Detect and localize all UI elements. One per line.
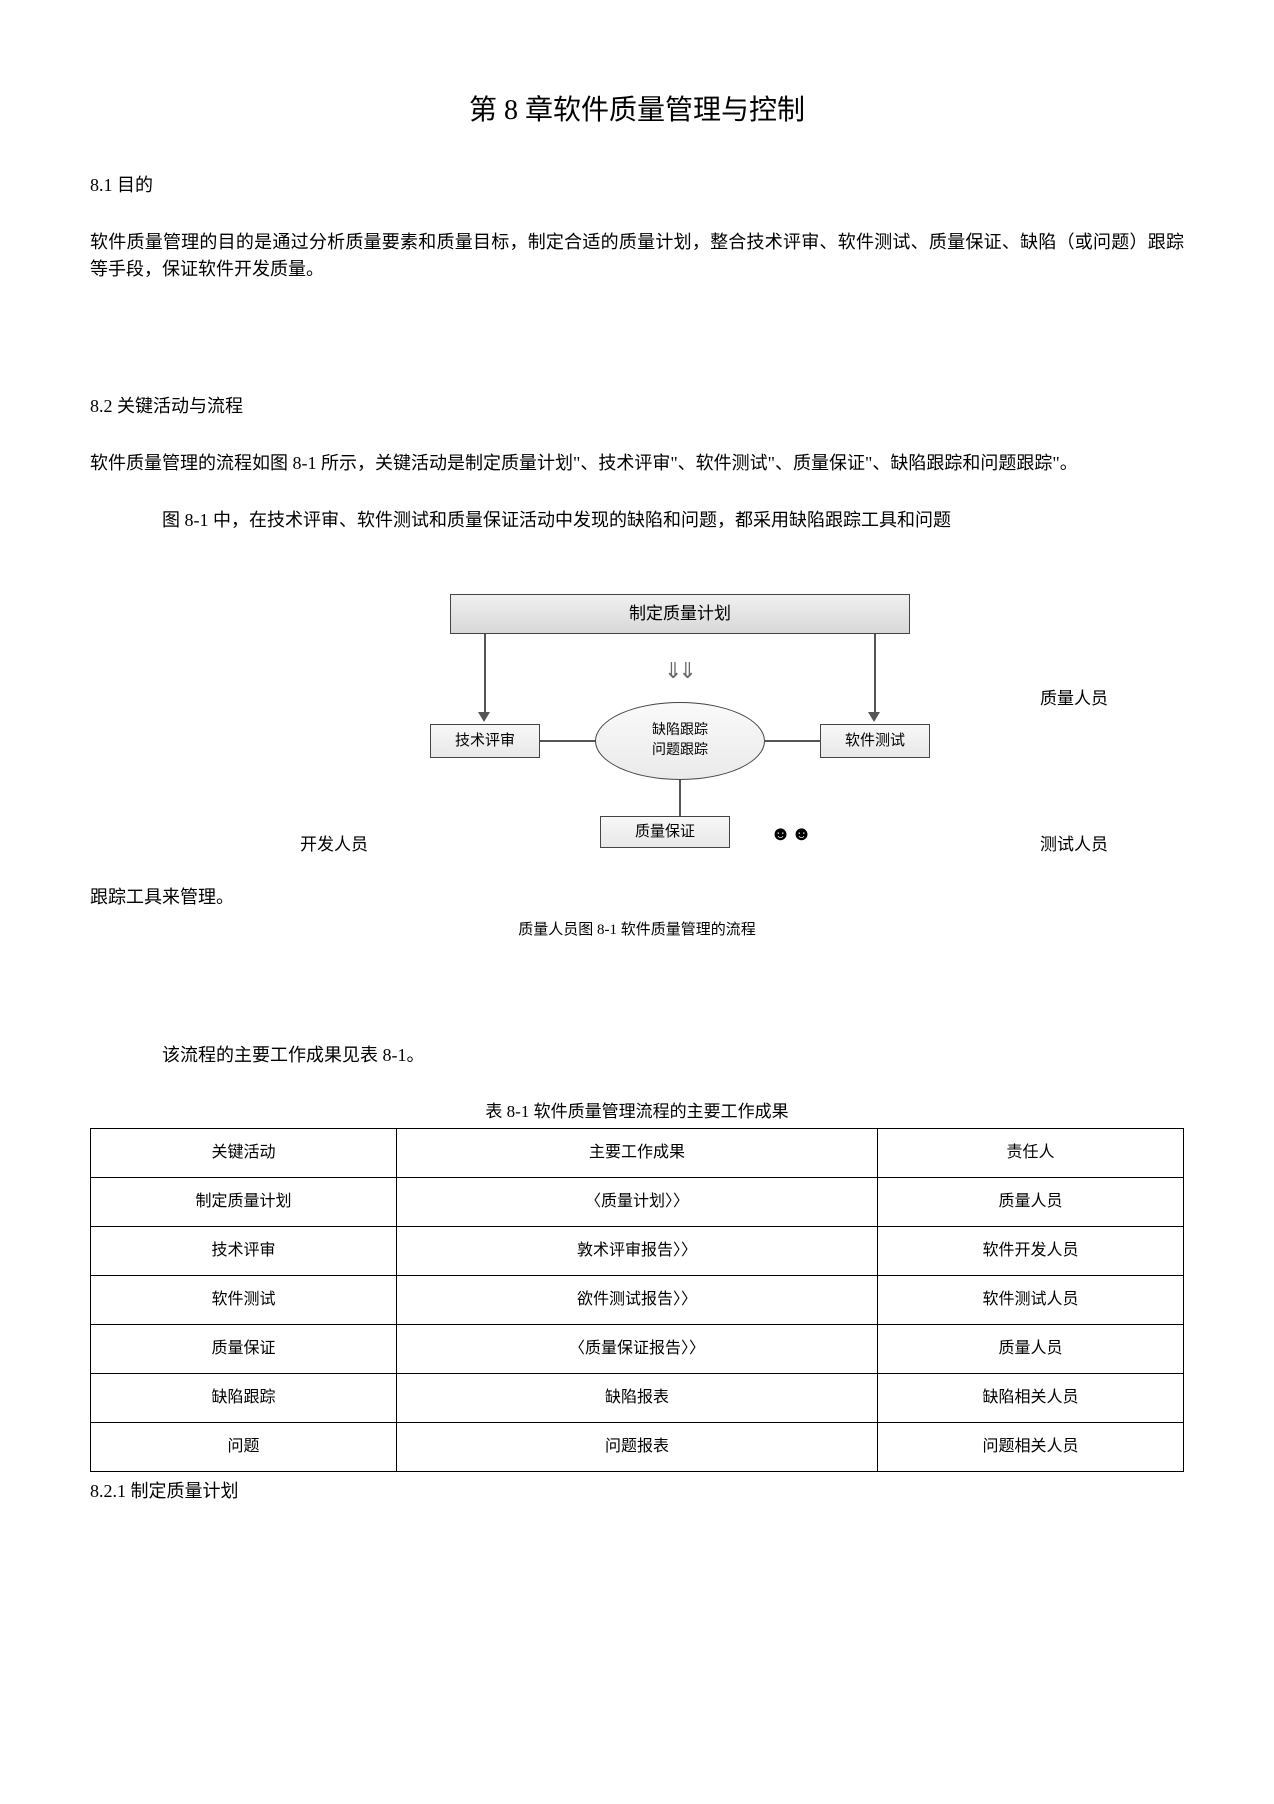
- figure-caption: 质量人员图 8-1 软件质量管理的流程: [90, 919, 1184, 942]
- section-8-2-para3: 该流程的主要工作成果见表 8-1。: [90, 1042, 1184, 1069]
- face-icon: ☻☻: [770, 819, 812, 849]
- table-row: 问题 问题报表 问题相关人员: [91, 1423, 1184, 1472]
- deliverables-table: 关键活动 主要工作成果 责任人 制定质量计划 〈质量计划〉〉 质量人员 技术评审…: [90, 1128, 1184, 1472]
- table-cell: 质量人员: [877, 1325, 1183, 1374]
- section-8-2-para1: 软件质量管理的流程如图 8-1 所示，关键活动是制定质量计划"、技术评审"、软件…: [90, 450, 1184, 477]
- plan-box: 制定质量计划: [450, 594, 910, 634]
- table-caption: 表 8-1 软件质量管理流程的主要工作成果: [90, 1099, 1184, 1125]
- chapter-title: 第 8 章软件质量管理与控制: [90, 90, 1184, 132]
- table-cell: 问题: [91, 1423, 397, 1472]
- table-header: 关键活动: [91, 1129, 397, 1178]
- ellipse-line2: 问题跟踪: [652, 741, 708, 761]
- table-cell: 〈质量计划〉〉: [397, 1178, 878, 1227]
- table-cell: 质量人员: [877, 1178, 1183, 1227]
- section-8-1-heading: 8.1 目的: [90, 172, 1184, 199]
- software-test-box: 软件测试: [820, 724, 930, 758]
- table-cell: 软件测试: [91, 1276, 397, 1325]
- table-header-row: 关键活动 主要工作成果 责任人: [91, 1129, 1184, 1178]
- role-label-test: 测试人员: [1040, 832, 1108, 858]
- table-header: 责任人: [877, 1129, 1183, 1178]
- role-label-quality: 质量人员: [1040, 686, 1108, 712]
- table-cell: 问题报表: [397, 1423, 878, 1472]
- role-label-dev: 开发人员: [300, 832, 368, 858]
- section-8-2-heading: 8.2 关键活动与流程: [90, 393, 1184, 420]
- table-header: 主要工作成果: [397, 1129, 878, 1178]
- ellipse-line1: 缺陷跟踪: [652, 721, 708, 741]
- table-cell: 〈质量保证报告〉〉: [397, 1325, 878, 1374]
- down-arrow-icon: ⇓⇓: [664, 654, 693, 687]
- table-row: 质量保证 〈质量保证报告〉〉 质量人员: [91, 1325, 1184, 1374]
- tracking-ellipse: 缺陷跟踪 问题跟踪: [595, 702, 765, 780]
- section-8-2-para2: 图 8-1 中，在技术评审、软件测试和质量保证活动中发现的缺陷和问题，都采用缺陷…: [90, 507, 1184, 534]
- table-cell: 软件开发人员: [877, 1227, 1183, 1276]
- table-cell: 缺陷报表: [397, 1374, 878, 1423]
- table-row: 缺陷跟踪 缺陷报表 缺陷相关人员: [91, 1374, 1184, 1423]
- qa-box: 质量保证: [600, 816, 730, 848]
- flowchart-diagram: 质量人员 开发人员 测试人员 制定质量计划 ⇓⇓ 技术评审 软件测试 缺陷跟踪 …: [90, 594, 1184, 894]
- table-cell: 缺陷跟踪: [91, 1374, 397, 1423]
- table-row: 软件测试 欲件测试报告〉〉 软件测试人员: [91, 1276, 1184, 1325]
- section-8-2-1-heading: 8.2.1 制定质量计划: [90, 1478, 1184, 1505]
- section-8-1-para: 软件质量管理的目的是通过分析质量要素和质量目标，制定合适的质量计划，整合技术评审…: [90, 229, 1184, 283]
- table-row: 制定质量计划 〈质量计划〉〉 质量人员: [91, 1178, 1184, 1227]
- table-cell: 软件测试人员: [877, 1276, 1183, 1325]
- tech-review-box: 技术评审: [430, 724, 540, 758]
- table-cell: 技术评审: [91, 1227, 397, 1276]
- table-cell: 问题相关人员: [877, 1423, 1183, 1472]
- table-cell: 制定质量计划: [91, 1178, 397, 1227]
- table-cell: 敦术评审报告〉〉: [397, 1227, 878, 1276]
- table-cell: 质量保证: [91, 1325, 397, 1374]
- table-cell: 缺陷相关人员: [877, 1374, 1183, 1423]
- table-row: 技术评审 敦术评审报告〉〉 软件开发人员: [91, 1227, 1184, 1276]
- table-cell: 欲件测试报告〉〉: [397, 1276, 878, 1325]
